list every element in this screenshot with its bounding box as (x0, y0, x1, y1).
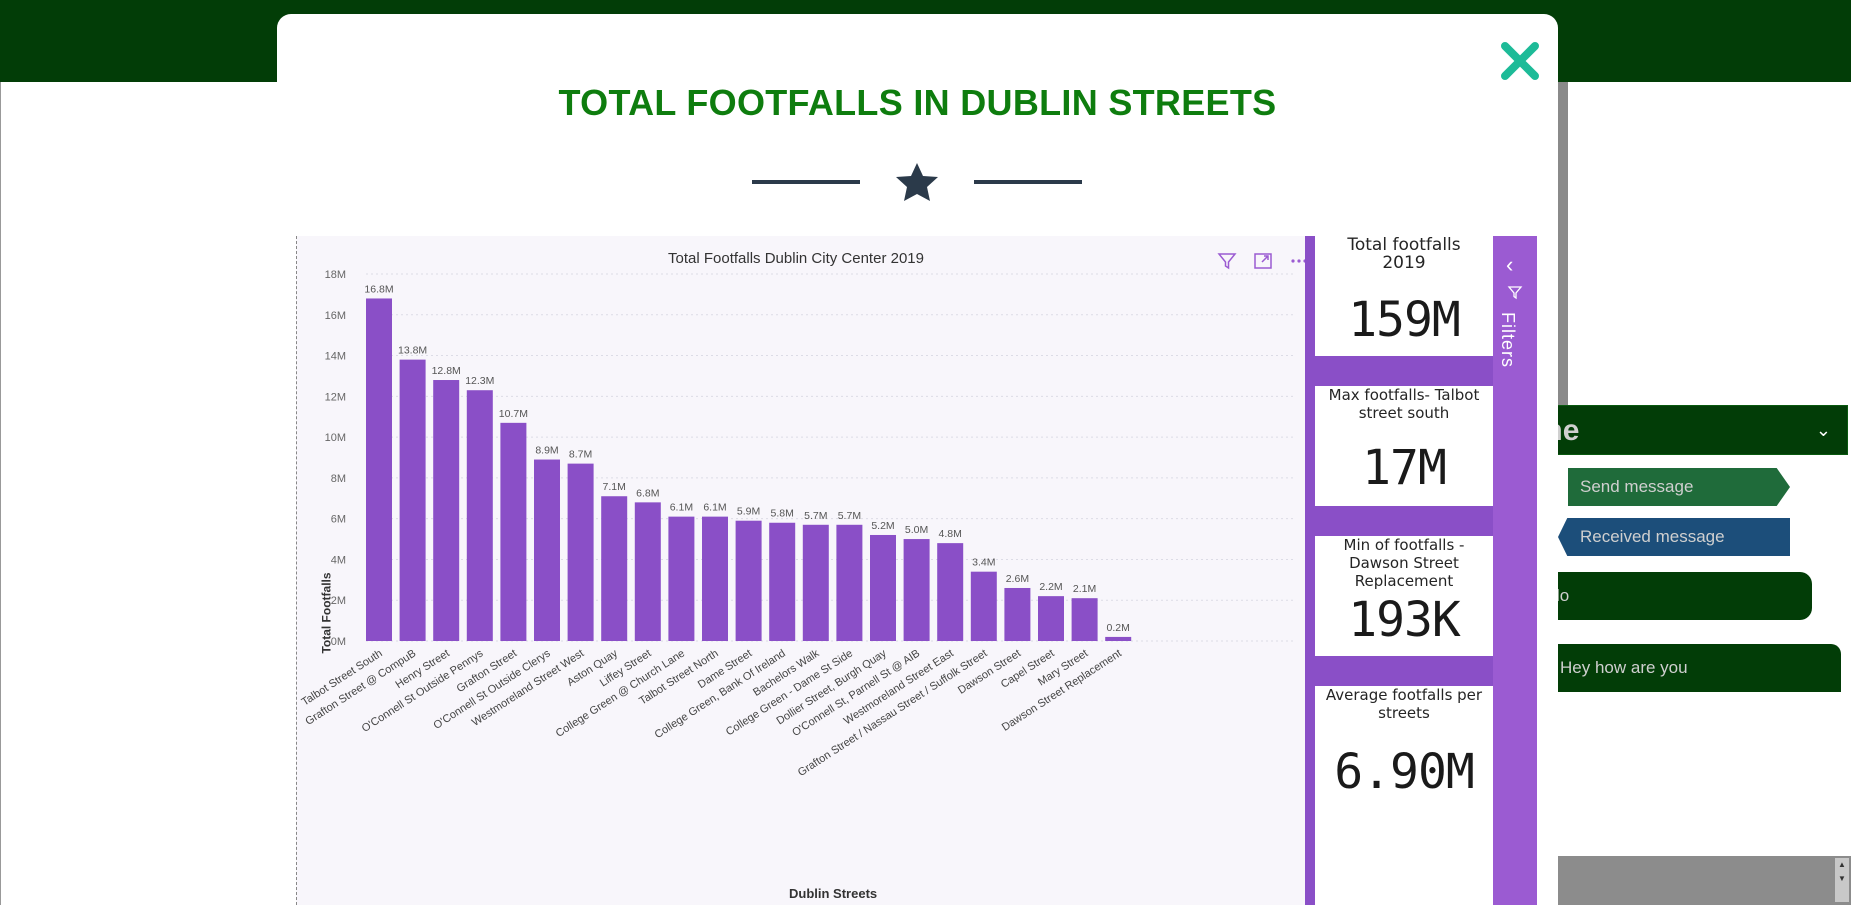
kpi-card-average: Average footfalls per streets 6.90M (1315, 686, 1493, 905)
kpi-value: 17M (1362, 440, 1447, 496)
chart-bar[interactable] (769, 522, 796, 641)
data-label: 5.0M (905, 524, 928, 536)
data-label: 4.8M (939, 528, 962, 540)
data-label: 6.1M (670, 502, 693, 514)
kpi-label: Total footfalls 2019 (1347, 235, 1461, 273)
chart-bar[interactable] (970, 571, 997, 641)
filter-icon[interactable] (1214, 248, 1240, 274)
y-tick-label: 12M (325, 391, 346, 403)
kpi-value: 159M (1348, 292, 1461, 348)
chart-bar[interactable] (466, 390, 493, 641)
star-icon (896, 163, 938, 201)
chart-bar[interactable] (1038, 596, 1064, 641)
kpi-label: Average footfalls per streets (1325, 686, 1483, 722)
kpi-value: 6.90M (1334, 744, 1475, 800)
data-label: 2.6M (1006, 573, 1029, 585)
kpi-card-total: Total footfalls 2019 159M (1315, 236, 1493, 356)
focus-mode-icon[interactable] (1250, 248, 1276, 274)
received-message-bubble: Received message (1558, 518, 1790, 556)
data-label: 5.8M (771, 508, 794, 520)
y-tick-label: 16M (325, 310, 346, 322)
chat-scrollbar[interactable]: ▲ ▼ (1835, 858, 1849, 902)
title-divider (752, 163, 1082, 201)
kpi-label: Min of footfalls - Dawson Street Replace… (1343, 536, 1465, 590)
data-label: 2.1M (1073, 583, 1096, 595)
chart-bar[interactable] (601, 496, 628, 641)
data-label: 12.8M (432, 365, 461, 377)
filters-pane[interactable]: ‹ Filters (1493, 236, 1537, 905)
filters-label[interactable]: Filters (1498, 312, 1518, 368)
chart-bar[interactable] (903, 539, 930, 641)
filter-icon[interactable] (1507, 284, 1523, 300)
chart-bar[interactable] (735, 520, 762, 641)
y-tick-label: 0M (331, 636, 346, 648)
data-label: 13.8M (398, 345, 427, 357)
chart-bar[interactable] (836, 524, 863, 641)
y-tick-label: 2M (331, 595, 346, 607)
y-axis-title: Total Footfalls (319, 572, 334, 654)
y-tick-label: 8M (331, 473, 346, 485)
kpi-card-min: Min of footfalls - Dawson Street Replace… (1315, 536, 1493, 656)
data-label: 5.9M (737, 506, 760, 518)
data-label: 5.2M (871, 520, 894, 532)
chart-bar[interactable] (668, 516, 695, 641)
chart-title: Total Footfalls Dublin City Center 2019 (668, 250, 924, 267)
chart-bar[interactable] (1004, 587, 1031, 641)
data-label: 10.7M (499, 408, 528, 420)
kpi-card-max: Max footfalls- Talbot street south 17M (1315, 386, 1493, 506)
data-label: 12.3M (465, 375, 494, 387)
data-label: 6.1M (703, 502, 726, 514)
chart-bar[interactable] (702, 516, 728, 641)
kpi-label: Max footfalls- Talbot street south (1328, 386, 1480, 422)
chevron-left-icon[interactable]: ‹ (1506, 252, 1514, 277)
y-tick-label: 4M (331, 554, 346, 566)
chat-input-area[interactable] (1558, 856, 1851, 905)
chevron-down-icon[interactable]: ⌄ (1815, 420, 1831, 440)
kpi-panel: Total footfalls 2019 159M Max footfalls-… (1305, 236, 1493, 905)
data-label: 5.7M (838, 510, 861, 522)
data-label: 16.8M (364, 283, 393, 295)
y-tick-label: 6M (331, 514, 346, 526)
y-tick-label: 14M (325, 351, 346, 363)
chart-bar[interactable] (1071, 598, 1098, 641)
data-label: 7.1M (603, 481, 626, 493)
data-label: 2.2M (1039, 581, 1062, 593)
data-label: 5.7M (804, 510, 827, 522)
chat-message: lo (1550, 572, 1812, 620)
chart-bar[interactable] (802, 524, 829, 641)
data-label: 6.8M (636, 487, 659, 499)
chart-bar[interactable] (870, 534, 896, 641)
data-label: 8.7M (569, 449, 592, 461)
send-message-bubble[interactable]: Send message (1568, 468, 1790, 506)
report-border (296, 236, 298, 905)
page-scroll-strip (1558, 82, 1568, 407)
modal-title: TOTAL FOOTFALLS IN DUBLIN STREETS (558, 82, 1277, 123)
data-label: 8.9M (535, 445, 558, 457)
data-label: 0.2M (1107, 622, 1130, 634)
chart-bar[interactable] (433, 380, 460, 641)
chart-bar[interactable] (567, 463, 594, 641)
chart-bar[interactable] (399, 359, 426, 641)
chart-bar[interactable] (534, 459, 560, 641)
chart-bar[interactable] (500, 422, 527, 641)
chart-bar[interactable] (366, 298, 392, 641)
modal-dialog: TOTAL FOOTFALLS IN DUBLIN STREETS Total … (277, 14, 1558, 905)
chat-header[interactable]: k me ⌄ (1510, 405, 1848, 455)
kpi-value: 193K (1348, 592, 1461, 648)
y-tick-label: 10M (325, 432, 346, 444)
chat-message: Hey how are you (1550, 644, 1841, 692)
chart-bar[interactable] (634, 502, 661, 641)
chart-bar[interactable] (1105, 636, 1132, 641)
chart-bar[interactable] (937, 543, 964, 641)
x-axis-title: Dublin Streets (789, 886, 878, 901)
y-tick-label: 18M (325, 269, 346, 281)
data-label: 3.4M (972, 557, 995, 569)
close-icon[interactable] (1495, 36, 1545, 86)
powerbi-report: Total Footfalls Dublin City Center 2019 … (296, 236, 1537, 905)
